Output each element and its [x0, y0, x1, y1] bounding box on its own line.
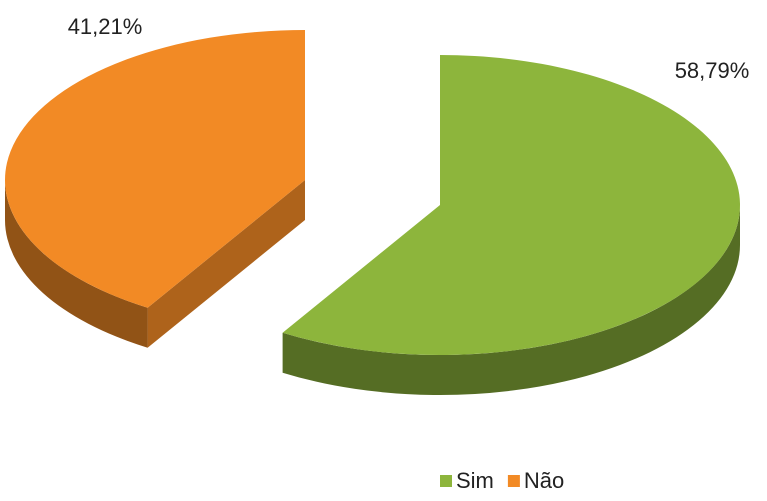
slice — [4, 30, 305, 308]
data-label: 58,79% — [675, 58, 750, 83]
legend-label: Não — [524, 468, 564, 493]
legend-label: Sim — [456, 468, 494, 493]
slice — [282, 55, 741, 355]
legend-swatch — [440, 475, 452, 487]
slice-wall — [5, 180, 148, 348]
slice-wall — [282, 205, 740, 396]
legend-swatch — [507, 475, 520, 487]
data-label: 41,21% — [68, 14, 143, 39]
slice-side — [147, 180, 305, 348]
